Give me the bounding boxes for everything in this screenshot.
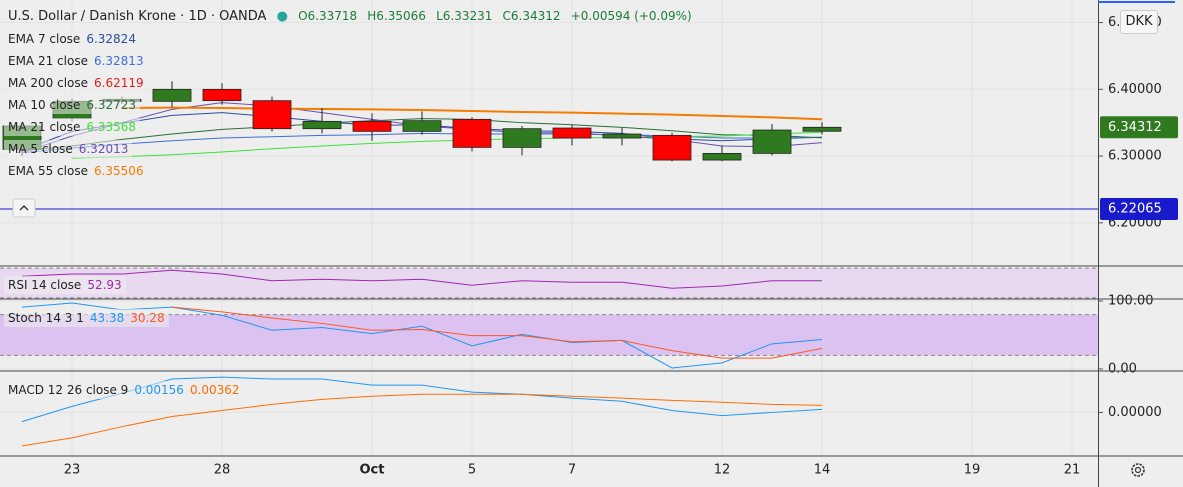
ma-line xyxy=(71,131,823,159)
header: U.S. Dollar / Danish Krone · 1D · OANDA … xyxy=(8,9,698,24)
candle-body xyxy=(302,120,342,130)
x-tick-label: 21 xyxy=(1064,463,1081,478)
price-badge-label: 6.22065 xyxy=(1108,202,1162,217)
pane xyxy=(0,267,1098,299)
pane-legend: MACD 12 26 close 9 0.00156 0.00362 xyxy=(4,381,244,399)
band xyxy=(0,314,1098,356)
x-tick-label: 19 xyxy=(964,463,981,478)
candle-body xyxy=(752,129,792,154)
legend-entry: MA 21 close 6.33568 xyxy=(4,118,140,136)
legend-name: MA 200 close xyxy=(8,76,89,90)
pane-legend-value: 0.00362 xyxy=(189,383,240,397)
status-dot: ● xyxy=(276,9,288,24)
pane-legend-name: Stoch 14 3 1 xyxy=(8,311,84,325)
legend-name: MA 5 close xyxy=(8,142,73,156)
candle-body xyxy=(802,126,842,132)
pane-legend: Stoch 14 3 1 43.38 30.28 xyxy=(4,309,169,327)
ohlc-open: O6.33718 xyxy=(298,9,358,23)
candle-body xyxy=(202,88,242,102)
candle-body xyxy=(402,120,442,132)
currency-button[interactable]: DKK xyxy=(1120,10,1158,34)
legend-entry: EMA 55 close 6.35506 xyxy=(4,162,148,180)
legend-value: 6.35506 xyxy=(93,164,144,178)
y-tick-label: 6.40000 xyxy=(1108,82,1162,97)
candle-body xyxy=(452,118,492,148)
candle-body xyxy=(652,134,692,161)
settings-gear[interactable] xyxy=(1131,463,1145,477)
legend-value: 6.62119 xyxy=(94,76,144,90)
x-tick-label: Oct xyxy=(360,463,385,478)
legend-name: EMA 21 close xyxy=(8,54,88,68)
x-tick-label: 12 xyxy=(714,463,731,478)
legend-value: 6.32813 xyxy=(93,54,144,68)
indicator-line xyxy=(171,306,823,359)
legend-name: EMA 55 close xyxy=(8,164,88,178)
pane-legend-value: 0.00156 xyxy=(134,383,184,397)
legend-value: 6.33568 xyxy=(86,120,136,134)
indicator-line xyxy=(21,302,823,369)
legend-name: MA 10 close xyxy=(8,98,81,112)
pane-legend-name: MACD 12 26 close 9 xyxy=(8,383,129,397)
candle-body xyxy=(352,120,392,132)
x-tick-label: 7 xyxy=(568,463,576,478)
symbol: U.S. Dollar / Danish Krone · 1D · OANDA xyxy=(8,9,267,24)
collapse-box xyxy=(12,198,36,218)
y-tick-label: 100.00 xyxy=(1108,294,1154,309)
y-tick-label: 0.00 xyxy=(1108,361,1137,376)
indicator-line xyxy=(21,393,823,447)
price-badge xyxy=(1100,198,1178,221)
y-tick-label: 6.30000 xyxy=(1108,149,1162,164)
x-tick-label: 14 xyxy=(814,463,831,478)
legend-value: 6.32824 xyxy=(86,32,136,46)
legend-name: EMA 7 close xyxy=(8,32,81,46)
gear-hub xyxy=(1134,466,1142,474)
collapse-chevron xyxy=(19,205,29,211)
ma-line xyxy=(121,106,823,121)
pane xyxy=(0,300,1098,370)
legend-name: MA 21 close xyxy=(8,120,81,134)
candle-body xyxy=(552,127,592,139)
candle-body xyxy=(152,88,192,102)
price-badge xyxy=(1100,116,1178,139)
indicator-legend: EMA 7 close 6.32824 EMA 21 close 6.32813 MA … xyxy=(4,30,148,184)
pane-legend-value: 30.28 xyxy=(130,311,165,325)
legend-entry: EMA 21 close 6.32813 xyxy=(4,52,148,70)
indicator-line xyxy=(21,269,823,289)
candle-body xyxy=(502,128,542,148)
candle-body xyxy=(602,133,642,139)
legend-entry: MA 5 close 6.32013 xyxy=(4,140,133,158)
candle-body xyxy=(702,152,742,161)
pane-legend-value: 43.38 xyxy=(89,311,125,325)
collapse-button[interactable] xyxy=(12,198,36,218)
legend-value: 6.32723 xyxy=(86,98,136,112)
x-tick-label: 23 xyxy=(64,463,81,478)
pane-legend: RSI 14 close 52.93 xyxy=(4,276,126,294)
pane-legend-name: RSI 14 close xyxy=(8,278,82,292)
y-tick-label: 0.00000 xyxy=(1108,405,1162,420)
x-tick-label: 28 xyxy=(214,463,231,478)
legend-entry: MA 200 close 6.62119 xyxy=(4,74,148,92)
x-tick-label: 5 xyxy=(468,463,476,478)
candle-body xyxy=(252,100,292,130)
ohlc-close: C6.34312 xyxy=(502,9,561,23)
pane-legend-value: 52.93 xyxy=(87,278,122,292)
ohlc-low: L6.33231 xyxy=(436,9,493,23)
ohlc-change: +0.00594 (+0.09%) xyxy=(570,9,692,23)
pane xyxy=(0,22,1098,224)
gear-ring xyxy=(1131,463,1145,477)
band xyxy=(0,268,1098,298)
price-badge-label: 6.34312 xyxy=(1108,120,1162,135)
legend-value: 6.32013 xyxy=(78,142,129,156)
legend-entry: EMA 7 close 6.32824 xyxy=(4,30,140,48)
ohlc-high: H6.35066 xyxy=(367,9,426,23)
legend-entry: MA 10 close 6.32723 xyxy=(4,96,140,114)
